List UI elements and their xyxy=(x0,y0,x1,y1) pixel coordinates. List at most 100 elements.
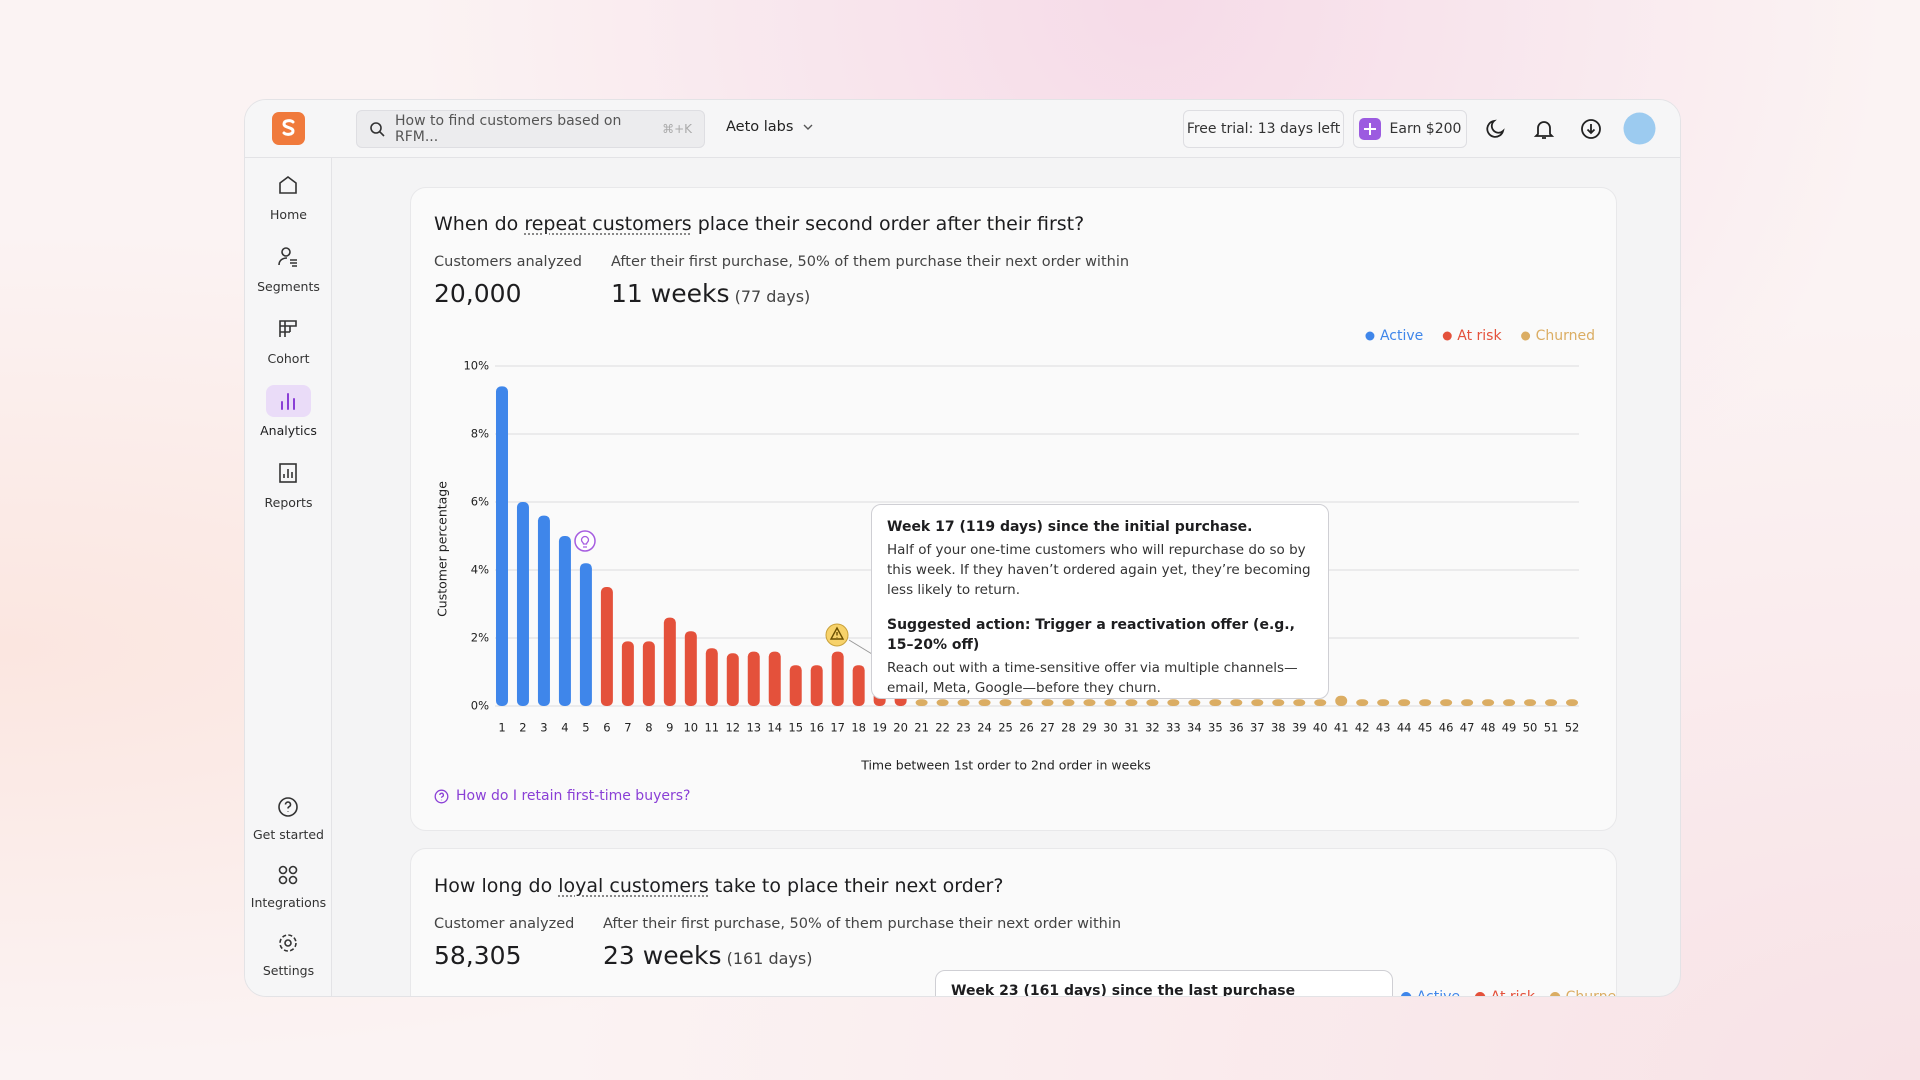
x-tick-label: 20 xyxy=(893,721,908,735)
tooltip-title: Week 23 (161 days) since the last purcha… xyxy=(951,983,1296,997)
x-tick-label: 19 xyxy=(872,721,887,735)
bar xyxy=(1062,699,1075,706)
bar xyxy=(1083,699,1096,706)
legend-item: ● At risk xyxy=(1474,989,1535,997)
workspace-switcher[interactable]: Aeto labs xyxy=(726,119,813,135)
x-tick-label: 32 xyxy=(1145,721,1160,735)
stat-value: 20,000 xyxy=(434,279,522,308)
bar xyxy=(705,648,718,706)
help-link-icon xyxy=(434,789,449,803)
nav-item[interactable]: Integrations xyxy=(250,895,327,910)
nav-item[interactable]: Settings xyxy=(262,963,315,978)
y-axis-title: Customer percentage xyxy=(435,481,450,617)
stat-label: Customer analyzed xyxy=(434,916,575,932)
stat-group: 11 weeks (77 days) xyxy=(611,279,810,308)
x-axis-title: Time between 1st order to 2nd order in w… xyxy=(860,758,1151,773)
legend-item: ● Active xyxy=(1400,989,1460,997)
search-shortcut: ⌘+K xyxy=(662,122,692,136)
bar xyxy=(537,515,550,706)
title-term[interactable]: loyal customers xyxy=(558,875,709,897)
home-icon xyxy=(279,176,297,194)
download[interactable] xyxy=(1579,117,1603,141)
y-tick-label: 0% xyxy=(471,699,489,713)
stat-label: Customers analyzed xyxy=(434,254,582,270)
sidebar: Home Segments Cohort Analytics Reports G… xyxy=(245,158,332,996)
stat-value: 23 weeks xyxy=(603,941,722,970)
settings-icon xyxy=(279,934,297,952)
theme-toggle[interactable] xyxy=(1484,117,1508,141)
tooltip-action-title: Suggested action: Trigger a reactivation… xyxy=(887,617,1295,653)
x-tick-label: 46 xyxy=(1439,721,1454,735)
title-text: take to place their next order? xyxy=(708,875,1004,897)
search-box[interactable]: How to find customers based on RFM... ⌘+… xyxy=(356,110,705,148)
card-title: When do repeat customers place their sec… xyxy=(434,213,1084,235)
bar xyxy=(1209,699,1222,706)
bar xyxy=(1188,699,1201,706)
bar xyxy=(1440,699,1453,706)
x-tick-label: 3 xyxy=(540,721,547,735)
x-tick-label: 15 xyxy=(788,721,803,735)
bar xyxy=(1503,699,1516,706)
bar xyxy=(1419,699,1432,706)
x-tick-label: 25 xyxy=(998,721,1013,735)
x-tick-label: 45 xyxy=(1418,721,1433,735)
bar xyxy=(852,665,865,706)
bar xyxy=(1377,699,1390,706)
top-bar: How to find customers based on RFM... ⌘+… xyxy=(245,100,1680,158)
x-tick-label: 30 xyxy=(1103,721,1118,735)
bar xyxy=(1566,699,1579,706)
earn-button[interactable]: Earn $200 xyxy=(1353,110,1467,148)
bar xyxy=(1020,699,1033,706)
title-text: How long do xyxy=(434,875,559,897)
bar xyxy=(1461,699,1474,706)
tooltip-title: Week 17 (119 days) since the initial pur… xyxy=(887,519,1253,535)
nav-item[interactable]: Home xyxy=(270,207,307,222)
bar xyxy=(1125,699,1138,706)
legend-item: ● Churned xyxy=(1549,989,1617,997)
lightbulb-marker[interactable] xyxy=(574,530,596,552)
chart-card: When do repeat customers place their sec… xyxy=(410,187,1617,831)
x-tick-label: 47 xyxy=(1460,721,1475,735)
bar xyxy=(1251,699,1264,706)
nav-item[interactable]: Cohort xyxy=(267,351,310,366)
notifications[interactable] xyxy=(1532,117,1556,141)
chart-card: How long do loyal customers take to plac… xyxy=(410,848,1617,997)
nav-item[interactable]: Segments xyxy=(257,279,320,294)
bar xyxy=(810,665,823,706)
tooltip-action-body: Reach out with a time-sensitive offer vi… xyxy=(887,660,1298,696)
legend-text: At risk xyxy=(1490,989,1535,997)
legend-text: At risk xyxy=(1457,328,1502,344)
help-link-text: How do I retain first-time buyers? xyxy=(456,788,691,804)
x-tick-label: 23 xyxy=(956,721,971,735)
stat-label: After their first purchase, 50% of them … xyxy=(611,254,1130,270)
x-tick-label: 4 xyxy=(561,721,568,735)
x-tick-label: 11 xyxy=(704,721,719,735)
bar xyxy=(1230,699,1243,706)
title-term[interactable]: repeat customers xyxy=(524,213,692,235)
bar xyxy=(579,563,592,706)
bar xyxy=(642,641,655,706)
bar xyxy=(978,699,991,706)
avatar[interactable] xyxy=(1623,112,1656,145)
warning-marker[interactable] xyxy=(825,623,849,647)
logo[interactable] xyxy=(272,112,305,145)
bar xyxy=(1293,699,1306,706)
x-tick-label: 28 xyxy=(1061,721,1076,735)
nav-item[interactable]: Get started xyxy=(253,827,324,842)
legend-text: Churned xyxy=(1565,989,1617,997)
trial-badge[interactable]: Free trial: 13 days left xyxy=(1183,110,1344,148)
nav-item[interactable]: Reports xyxy=(264,495,313,510)
x-tick-label: 17 xyxy=(830,721,845,735)
x-tick-label: 49 xyxy=(1502,721,1517,735)
bar xyxy=(1482,699,1495,706)
bar xyxy=(1104,699,1117,706)
help-link[interactable]: How do I retain first-time buyers? xyxy=(434,788,690,804)
stat-note: (77 days) xyxy=(734,287,811,306)
reports-icon xyxy=(279,463,297,483)
legend-text: Active xyxy=(1416,989,1460,997)
nav-item[interactable]: Analytics xyxy=(260,423,317,438)
bar xyxy=(1335,695,1348,706)
chevron xyxy=(803,124,813,130)
x-tick-label: 33 xyxy=(1166,721,1181,735)
